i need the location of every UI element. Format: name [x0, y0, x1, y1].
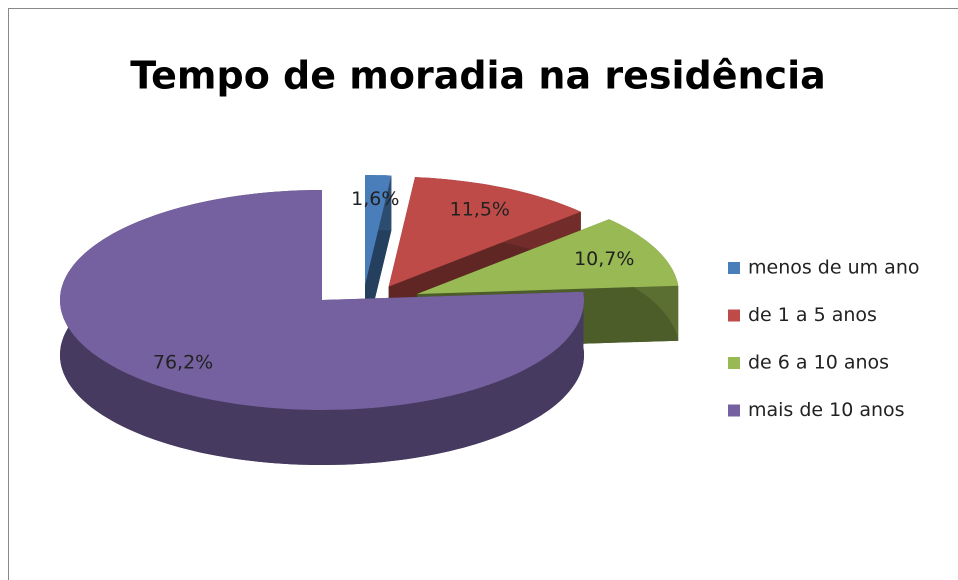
legend-label: menos de um ano — [748, 257, 920, 279]
data-label: 11,5% — [450, 198, 510, 220]
slice — [388, 177, 581, 287]
legend-label: mais de 10 anos — [748, 399, 905, 421]
legend-swatch — [728, 357, 740, 369]
slice — [365, 175, 392, 285]
legend-swatch — [728, 404, 740, 417]
slice — [417, 219, 679, 294]
legend-swatch — [728, 262, 740, 274]
legend-label: de 6 a 10 anos — [748, 352, 889, 374]
slice — [60, 190, 584, 410]
legend-label: de 1 a 5 anos — [748, 304, 877, 326]
data-label: 76,2% — [153, 351, 213, 373]
data-label: 1,6% — [351, 188, 399, 210]
chart-title: Tempo de moradia na residência — [130, 54, 825, 98]
legend-swatch — [728, 309, 740, 322]
data-label: 10,7% — [574, 248, 634, 270]
